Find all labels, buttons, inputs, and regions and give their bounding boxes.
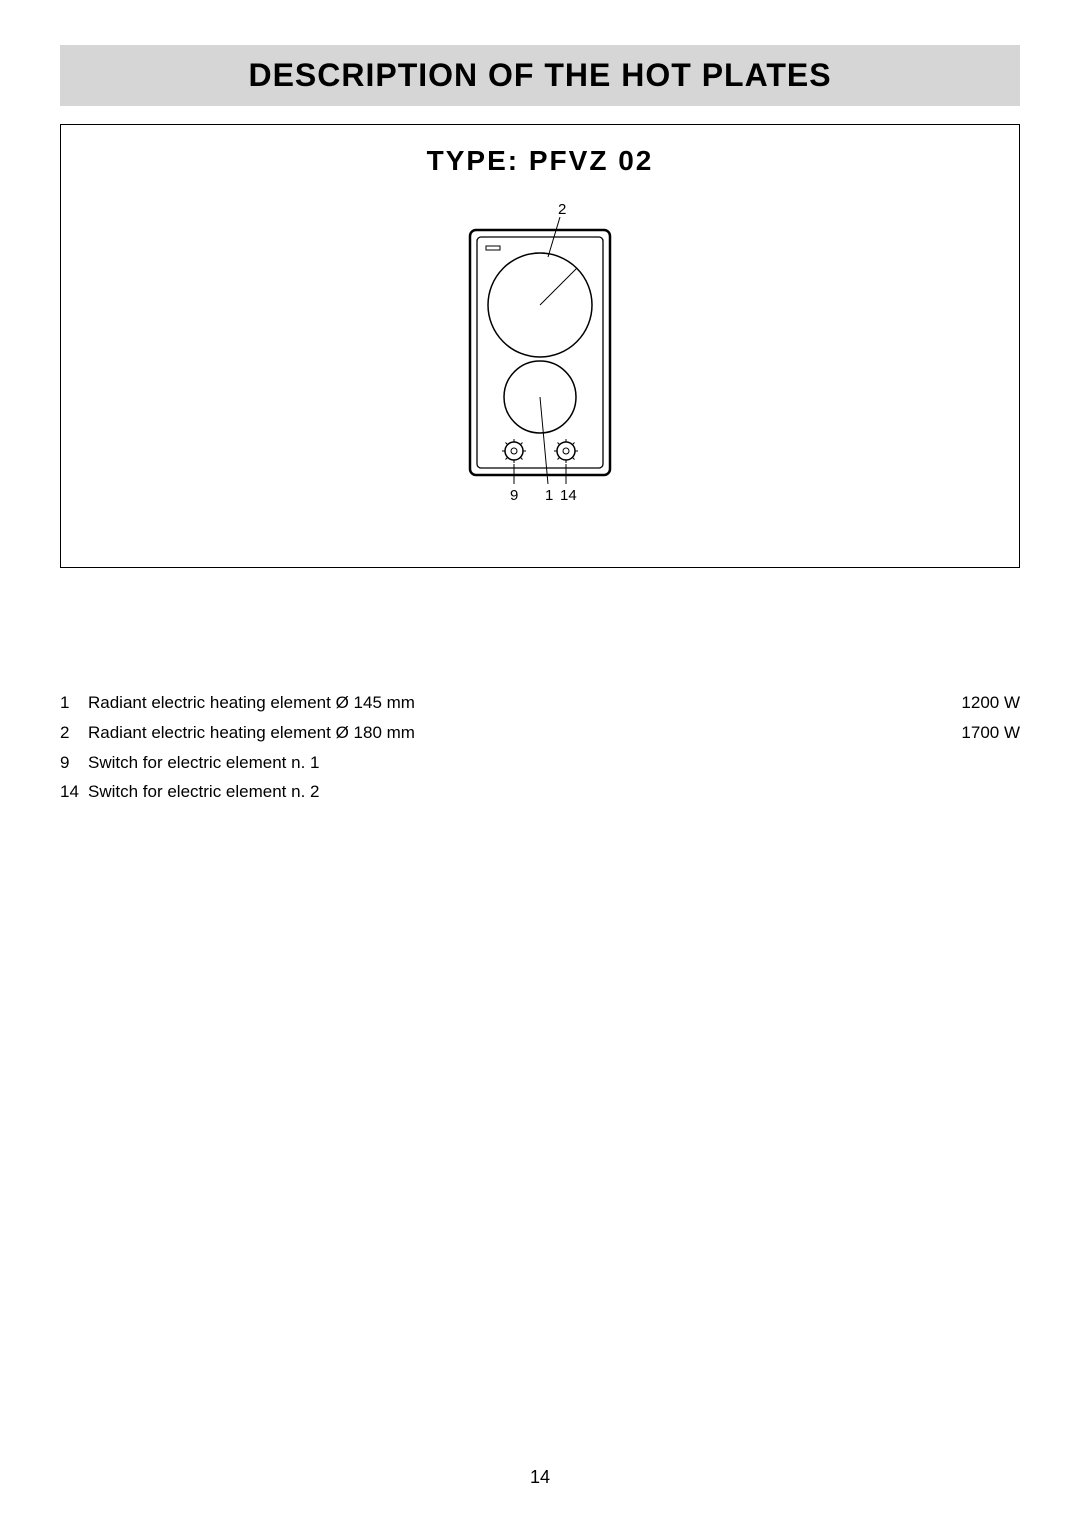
- legend-desc: Radiant electric heating element Ø 145 m…: [88, 688, 920, 718]
- legend-row: 2 Radiant electric heating element Ø 180…: [60, 718, 1020, 748]
- callout-14: 14: [560, 487, 577, 504]
- hotplate-diagram: 2: [440, 202, 640, 527]
- legend-list: 1 Radiant electric heating element Ø 145…: [60, 688, 1020, 807]
- legend-desc: Switch for electric element n. 1: [88, 748, 920, 778]
- legend-row: 9 Switch for electric element n. 1: [60, 748, 1020, 778]
- page-number: 14: [0, 1467, 1080, 1488]
- legend-num: 14: [60, 777, 88, 807]
- legend-row: 14 Switch for electric element n. 2: [60, 777, 1020, 807]
- legend-power: [920, 748, 1020, 778]
- knob-left: [502, 439, 526, 463]
- page-title: DESCRIPTION OF THE HOT PLATES: [60, 45, 1020, 106]
- legend-power: [920, 777, 1020, 807]
- page-root: DESCRIPTION OF THE HOT PLATES TYPE: PFVZ…: [0, 0, 1080, 1528]
- legend-power: 1700 W: [920, 718, 1020, 748]
- legend-row: 1 Radiant electric heating element Ø 145…: [60, 688, 1020, 718]
- legend-power: 1200 W: [920, 688, 1020, 718]
- knob-right: [554, 439, 578, 463]
- callout-1: 1: [545, 487, 553, 504]
- diagram-container: TYPE: PFVZ 02 2: [60, 124, 1020, 568]
- callout-9: 9: [510, 487, 518, 504]
- type-heading: TYPE: PFVZ 02: [61, 145, 1019, 177]
- legend-desc: Radiant electric heating element Ø 180 m…: [88, 718, 920, 748]
- legend-num: 2: [60, 718, 88, 748]
- legend-num: 9: [60, 748, 88, 778]
- legend-num: 1: [60, 688, 88, 718]
- callout-2: 2: [558, 202, 566, 218]
- legend-desc: Switch for electric element n. 2: [88, 777, 920, 807]
